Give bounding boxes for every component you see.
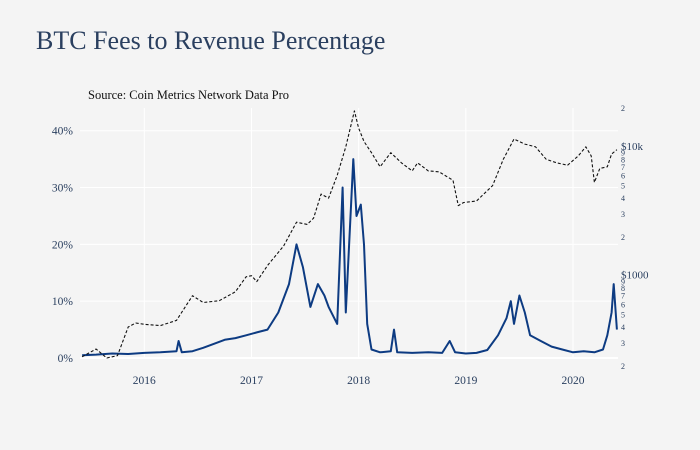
chart-title: BTC Fees to Revenue Percentage (36, 26, 386, 55)
x-tick-label: 2018 (347, 375, 370, 387)
y-right-major-tick-label: $1000 (621, 270, 649, 282)
series-lines (81, 110, 618, 359)
y-left-tick-label: 20% (52, 239, 74, 251)
y-right-major-tick-label: $10k (621, 141, 644, 153)
y-left-tick-label: 30% (52, 183, 74, 195)
y-left-tick-label: 10% (52, 296, 74, 308)
y-right-minor-tick-label: 7 (621, 163, 625, 172)
y-right-minor-tick-label: 3 (621, 339, 625, 348)
y-right-minor-tick-label: 4 (621, 323, 625, 332)
y-right-minor-tick-label: 8 (621, 284, 625, 293)
y-right-minor-tick-label: 5 (621, 182, 625, 191)
gridlines (80, 108, 618, 359)
y-right-minor-tick-label: 4 (621, 194, 625, 203)
x-tick-label: 2016 (133, 375, 156, 387)
x-tick-label: 2019 (454, 375, 477, 387)
y-left-tick-label: 0% (58, 353, 74, 365)
x-tick-label: 2020 (561, 375, 584, 387)
y-left-tick-label: 40% (52, 126, 74, 138)
series-line-btc-price (81, 110, 618, 359)
y-right-minor-tick-label: 9 (621, 278, 625, 287)
y-right-minor-tick-label: 9 (621, 149, 625, 158)
y-right-minor-tick-label: 7 (621, 292, 625, 301)
y-right-minor-tick-label: 8 (621, 155, 625, 164)
x-tick-label: 2017 (240, 375, 263, 387)
series-line-fees-percentage (82, 158, 618, 357)
y-right-minor-tick-label: 2 (621, 233, 625, 242)
y-right-minor-tick-label: 3 (621, 210, 625, 219)
y-right-minor-tick-label: 2 (621, 104, 625, 113)
y-right-minor-tick-label: 5 (621, 311, 625, 320)
y-right-minor-tick-label: 6 (621, 171, 625, 180)
tick-labels: 2016 2017 2018 2019 20200%10%20%30%40%2$10k9… (52, 104, 649, 387)
y-right-minor-tick-label: 2 (621, 362, 625, 371)
chart-subtitle: Source: Coin Metrics Network Data Pro (88, 88, 290, 102)
y-right-minor-tick-label: 6 (621, 300, 625, 309)
